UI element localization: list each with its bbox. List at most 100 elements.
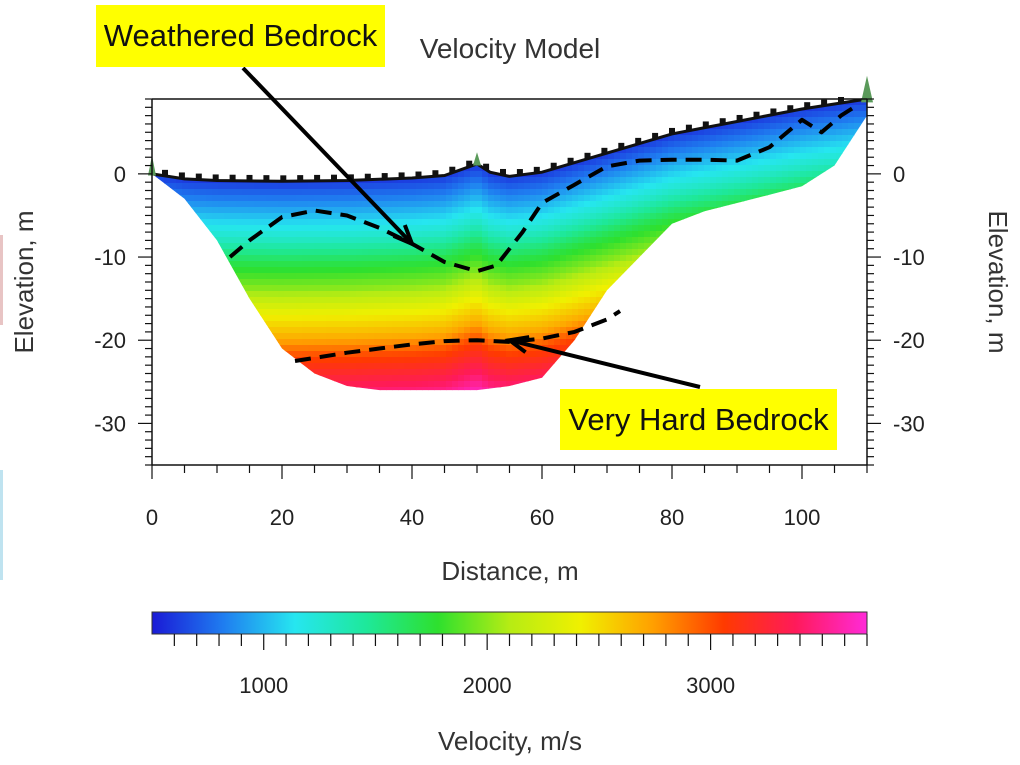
velocity-cell [494,399,501,406]
velocity-cell [164,417,171,424]
velocity-cell [338,201,345,208]
velocity-cell [692,327,699,334]
velocity-cell [608,309,615,316]
velocity-cell [398,375,405,382]
velocity-cell [326,219,333,226]
velocity-cell [638,249,645,256]
velocity-cell [164,309,171,316]
velocity-cell [170,393,177,400]
velocity-cell [668,291,675,298]
velocity-cell [326,303,333,310]
velocity-cell [632,315,639,322]
velocity-cell [452,447,459,454]
velocity-cell [428,333,435,340]
velocity-cell [194,255,201,262]
velocity-cell [302,267,309,274]
velocity-cell [380,195,387,202]
velocity-cell [548,309,555,316]
velocity-cell [560,291,567,298]
velocity-cell [554,375,561,382]
velocity-cell [248,195,255,202]
velocity-cell [488,339,495,346]
velocity-cell [284,369,291,376]
velocity-cell [452,267,459,274]
velocity-cell [164,387,171,391]
velocity-cell [404,435,411,442]
velocity-cell [506,399,513,406]
velocity-cell [572,195,579,202]
velocity-cell [272,189,279,196]
velocity-cell [416,453,423,460]
velocity-cell [194,189,201,196]
velocity-cell [206,333,213,340]
velocity-cell [254,273,261,280]
velocity-cell [284,291,291,298]
velocity-cell [380,183,387,190]
velocity-cell [212,225,219,232]
velocity-cell [224,321,231,328]
velocity-cell [302,429,309,436]
velocity-cell [182,189,189,196]
velocity-cell [308,429,315,436]
velocity-cell [584,261,591,268]
velocity-cell [686,219,693,226]
velocity-cell [470,297,477,304]
velocity-cell [284,243,291,250]
velocity-cell [458,171,465,178]
velocity-cell [584,453,591,460]
velocity-cell [416,297,423,304]
velocity-cell [662,339,669,346]
velocity-cell [590,261,597,268]
velocity-cell [326,225,333,232]
velocity-cell [284,375,291,382]
velocity-cell [242,435,249,442]
velocity-cell [320,315,327,322]
velocity-cell [518,213,525,220]
velocity-cell [308,195,315,202]
velocity-cell [206,291,213,298]
velocity-cell [188,333,195,340]
velocity-cell [224,309,231,316]
velocity-cell [212,369,219,376]
velocity-cell [416,231,423,238]
velocity-cell [410,321,417,328]
velocity-cell [650,141,657,148]
velocity-cell [566,357,573,364]
velocity-cell [254,171,261,178]
velocity-cell [476,405,483,412]
velocity-cell [722,177,729,184]
velocity-cell [494,351,501,358]
velocity-cell [662,345,669,352]
velocity-cell [488,369,495,376]
velocity-cell [452,387,459,391]
velocity-cell [362,369,369,376]
velocity-cell [188,231,195,238]
velocity-cell [638,363,645,370]
velocity-cell [278,315,285,322]
velocity-cell [218,423,225,430]
velocity-cell [392,453,399,460]
velocity-cell [476,195,483,202]
velocity-cell [170,207,177,214]
velocity-cell [212,339,219,346]
velocity-cell [440,273,447,280]
velocity-cell [482,381,489,388]
velocity-cell [266,273,273,280]
velocity-cell [488,453,495,460]
velocity-cell [692,159,699,166]
velocity-cell [680,249,687,256]
velocity-cell [440,261,447,268]
velocity-cell [308,225,315,232]
velocity-cell [698,357,705,364]
velocity-cell [452,177,459,184]
velocity-cell [302,453,309,460]
velocity-cell [410,177,417,184]
velocity-cell [200,219,207,226]
velocity-cell [422,441,429,448]
velocity-cell [218,183,225,190]
velocity-cell [446,369,453,376]
velocity-cell [158,267,165,274]
velocity-cell [320,291,327,298]
velocity-cell [182,423,189,430]
velocity-cell [620,183,627,190]
